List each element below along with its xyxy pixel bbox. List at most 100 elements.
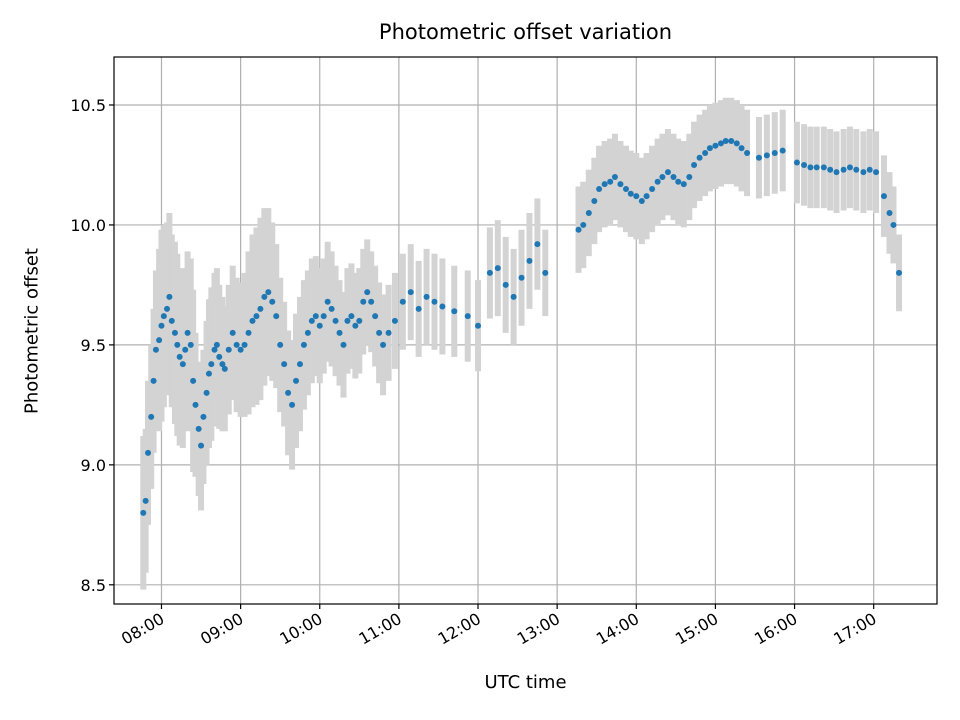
data-point	[308, 317, 315, 324]
data-point	[285, 389, 292, 396]
data-point	[840, 166, 847, 173]
data-point	[356, 317, 363, 324]
x-tick-label: 11:00	[355, 609, 404, 649]
data-point	[680, 181, 687, 188]
data-point	[368, 298, 375, 305]
x-tick-label: 08:00	[118, 609, 167, 649]
data-point	[763, 152, 770, 159]
data-point	[601, 181, 608, 188]
data-point	[190, 377, 197, 384]
data-point	[813, 164, 820, 171]
data-point	[198, 442, 205, 449]
data-point	[328, 305, 335, 312]
data-point	[534, 241, 541, 248]
data-point	[187, 341, 194, 348]
data-point	[160, 313, 167, 320]
data-point	[195, 425, 202, 432]
data-point	[575, 226, 582, 233]
data-point	[208, 361, 215, 368]
data-point	[391, 317, 398, 324]
data-point	[860, 169, 867, 176]
data-point	[649, 185, 656, 192]
data-point	[332, 317, 339, 324]
data-point	[140, 509, 147, 516]
data-point	[738, 145, 745, 152]
data-point	[168, 317, 175, 324]
data-point	[219, 361, 226, 368]
data-point	[623, 185, 630, 192]
data-point	[304, 329, 311, 336]
data-point	[607, 178, 614, 185]
data-point	[184, 329, 191, 336]
data-point	[670, 173, 677, 180]
data-point	[686, 173, 693, 180]
data-point	[696, 154, 703, 161]
data-point	[364, 289, 371, 296]
data-point	[348, 313, 355, 320]
y-tick-label: 10.0	[70, 216, 106, 235]
x-tick-label: 17:00	[830, 609, 879, 649]
data-point	[269, 298, 276, 305]
y-ticks: 8.5 9.0 9.5 10.0 10.5	[70, 96, 114, 595]
data-point	[324, 298, 331, 305]
data-point	[376, 329, 383, 336]
data-point	[431, 298, 438, 305]
data-point	[152, 346, 159, 353]
data-point	[273, 313, 280, 320]
data-point	[145, 449, 152, 456]
data-point	[771, 149, 778, 156]
data-point	[717, 140, 724, 147]
data-point	[591, 197, 598, 204]
data-point	[225, 346, 232, 353]
data-point	[415, 305, 422, 312]
data-point	[807, 164, 814, 171]
y-tick-label: 8.5	[81, 576, 106, 595]
data-point	[245, 329, 252, 336]
data-point	[156, 337, 163, 344]
data-point	[340, 341, 347, 348]
data-point	[249, 317, 256, 324]
data-point	[596, 185, 603, 192]
data-point	[257, 305, 264, 312]
data-point	[675, 178, 682, 185]
data-point	[233, 341, 240, 348]
data-point	[890, 221, 897, 228]
data-point	[580, 221, 587, 228]
data-point	[627, 190, 634, 197]
y-tick-label: 9.5	[81, 336, 106, 355]
data-point	[166, 293, 173, 300]
data-point	[296, 361, 303, 368]
data-point	[241, 341, 248, 348]
data-point	[722, 137, 729, 144]
data-point	[289, 401, 296, 408]
data-point	[211, 346, 218, 353]
data-point	[439, 303, 446, 310]
data-point	[873, 169, 880, 176]
y-tick-label: 9.0	[81, 456, 106, 475]
data-point	[659, 173, 666, 180]
data-point	[633, 193, 640, 200]
data-point	[691, 161, 698, 168]
data-point	[399, 298, 406, 305]
data-point	[237, 346, 244, 353]
data-point	[385, 329, 392, 336]
data-point	[164, 305, 171, 312]
data-point	[171, 329, 178, 336]
data-point	[611, 173, 618, 180]
data-point	[853, 166, 860, 173]
data-point	[827, 166, 834, 173]
data-point	[344, 317, 351, 324]
data-point	[833, 169, 840, 176]
data-point	[801, 161, 808, 168]
data-point	[200, 413, 207, 420]
x-tick-label: 10:00	[276, 609, 325, 649]
data-point	[712, 142, 719, 149]
data-point	[542, 269, 549, 276]
data-point	[664, 169, 671, 176]
plot-frame	[113, 56, 938, 605]
data-point	[360, 298, 367, 305]
data-point	[253, 313, 260, 320]
data-point	[380, 341, 387, 348]
data-point	[265, 289, 272, 296]
x-axis-label: UTC time	[484, 672, 567, 693]
